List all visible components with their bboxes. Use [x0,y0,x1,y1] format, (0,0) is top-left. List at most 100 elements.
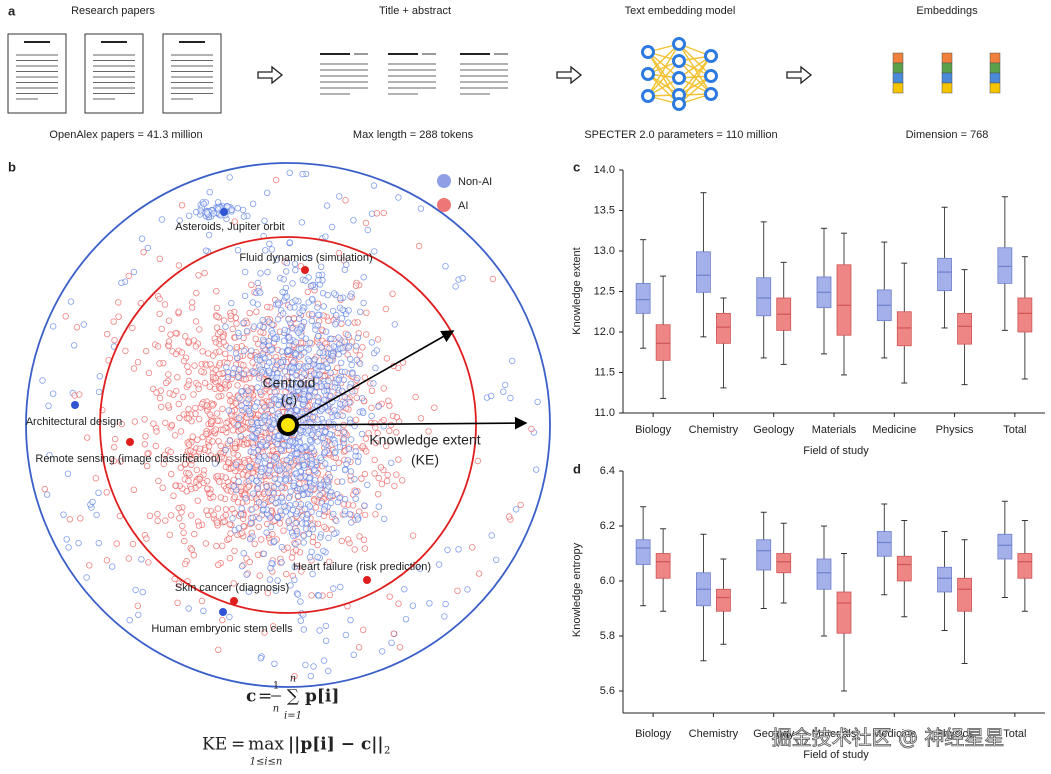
embedding-point [368,412,375,420]
embedding-point [336,193,343,200]
formula-centroid: c = 1 n n ∑ i=1 p[i] [246,674,339,722]
embedding-point [174,374,181,381]
embedding-point [282,284,290,292]
embedding-point [225,407,232,414]
embedding-point [194,436,201,443]
embedding-point [368,387,376,394]
embedding-point [179,522,186,530]
embedding-point [212,426,219,433]
embedding-point [174,599,181,606]
embedding-point [251,369,258,376]
step-caption: Dimension = 768 [906,129,989,141]
x-tick-label: Biology [635,728,672,740]
embedding-point [426,600,433,607]
x-tick-label: Medicine [872,424,916,436]
embedding-point [224,203,231,210]
embedding-point [363,448,370,455]
embedding-point [363,309,370,316]
embedding-point [386,427,393,435]
embedding-point [205,231,213,239]
annotation: Skin cancer (diagnosis) [175,582,289,594]
embedding-point [452,283,459,290]
embedding-point [257,270,264,277]
embedding-point [192,453,200,460]
embedding-point [190,391,197,398]
embedding-point [315,430,322,438]
paper [162,33,222,114]
embedding-point [493,556,500,563]
embedding-point [196,326,203,333]
embedding-point [129,324,136,332]
embedding-point [333,517,340,525]
embedding-point [240,362,247,369]
embedding-point [271,335,278,342]
embedding-point [364,226,371,234]
embedding-point [262,247,269,254]
embedding-point [212,374,219,382]
embedding-point [294,528,301,535]
box [1017,553,1033,579]
embedding-point [224,374,232,381]
embedding-point [201,269,208,277]
step-caption: OpenAlex papers = 41.3 million [49,129,202,141]
embedding-point [395,456,402,463]
embedding-point [175,580,183,587]
embedding-point [158,325,165,333]
embedding-point [292,519,299,527]
embedding-point [283,570,290,578]
y-axis-label: Knowledge entropy [571,542,583,637]
embedding-point [360,409,367,416]
edge [647,51,680,96]
embedding-point [395,600,402,607]
embedding-point [177,464,184,471]
embedding-point [118,279,125,286]
embedding-point [236,395,243,402]
embedding-point [308,592,315,599]
highlight-point [363,576,371,584]
embedding-point [248,419,255,426]
embedding-point [202,430,210,438]
embedding-point [227,312,234,319]
embedding-point [248,281,255,288]
embedding-point [246,309,253,317]
embedding-point [314,304,321,311]
embedding-point [228,206,235,213]
embedding-point [277,383,284,390]
embedding-point [60,511,67,518]
embedding-point [212,339,220,346]
embedding-point [350,651,357,658]
embedding-point [415,242,423,250]
step-caption: SPECTER 2.0 parameters = 110 million [584,129,777,141]
embedding-cell [989,82,1001,94]
embedding-point [349,502,357,509]
embedding-point [265,337,272,345]
embedding-cell [989,62,1001,74]
formula-part: = [231,735,245,755]
embedding-point [291,576,298,583]
embedding-point [220,339,227,346]
embedding-point [271,388,278,396]
embedding-point [203,507,210,514]
embedding-point [416,565,424,572]
embedding-point [291,395,298,403]
embedding-point [143,462,151,470]
embedding-point [311,477,319,484]
embedding-point [344,331,351,339]
embedding-point [341,507,349,515]
embedding-point [374,491,382,498]
embedding-point [269,531,276,538]
formula-part: = [258,687,272,707]
embedding-point [305,530,313,537]
embedding-point [533,466,540,473]
embedding-point [337,295,344,302]
embedding-point [311,497,318,504]
embedding-point [110,444,118,451]
embedding-point [395,364,402,372]
embedding-point [402,616,410,623]
embedding-point [354,516,362,523]
embedding-point [339,306,346,313]
embedding-point [264,589,271,597]
embedding-point [517,501,524,509]
embedding-point [199,348,206,355]
box [937,257,952,292]
